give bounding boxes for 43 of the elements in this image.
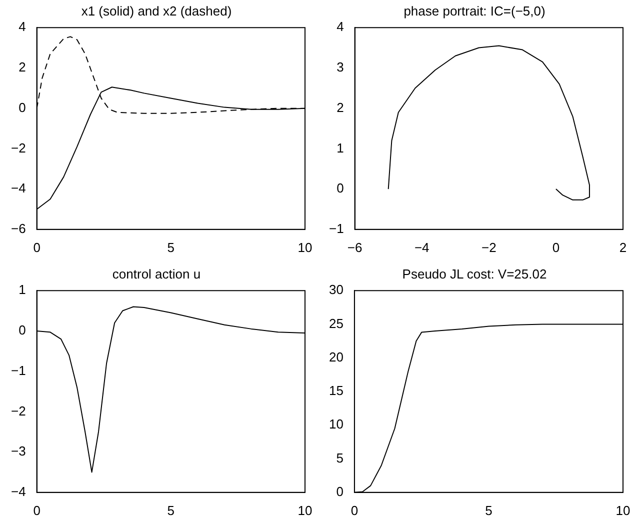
x-tick-label: 5 bbox=[485, 502, 492, 518]
x-tick-label: −2 bbox=[481, 240, 496, 255]
x-tick-label: 0 bbox=[350, 502, 358, 518]
y-tick-label: 4 bbox=[336, 19, 344, 34]
y-tick-label: −4 bbox=[10, 484, 26, 499]
y-tick-label: −1 bbox=[10, 362, 26, 378]
x-tick-label: 0 bbox=[552, 240, 560, 255]
x-tick-label: 5 bbox=[167, 240, 175, 255]
y-tick-label: 0 bbox=[336, 484, 344, 499]
y-tick-label: 1 bbox=[18, 282, 26, 298]
x-tick-label: −4 bbox=[414, 240, 430, 255]
y-tick-label: 20 bbox=[328, 349, 344, 364]
y-tick-label: 0 bbox=[18, 100, 26, 115]
y-tick-label: 1 bbox=[336, 140, 344, 156]
x-tick-label: 2 bbox=[619, 240, 627, 255]
y-tick-label: 4 bbox=[18, 19, 26, 34]
chart-title: phase portrait: IC=(−5,0) bbox=[404, 3, 546, 18]
chart-title: Pseudo JL cost: V=25.02 bbox=[402, 266, 547, 282]
x-tick-label: 10 bbox=[616, 502, 630, 518]
x-tick-label: 5 bbox=[167, 502, 175, 518]
x-tick-label: −6 bbox=[347, 240, 362, 255]
chart-title: control action u bbox=[112, 266, 201, 282]
y-tick-label: 0 bbox=[18, 322, 26, 338]
y-tick-label: 3 bbox=[336, 60, 344, 75]
y-tick-label: −1 bbox=[328, 220, 344, 236]
y-tick-label: 30 bbox=[328, 282, 344, 298]
y-tick-label: 25 bbox=[328, 316, 344, 331]
y-tick-label: 15 bbox=[328, 383, 344, 398]
y-tick-label: −3 bbox=[10, 444, 26, 459]
y-tick-label: −6 bbox=[10, 220, 26, 236]
y-tick-label: 5 bbox=[336, 450, 344, 466]
y-tick-label: 2 bbox=[336, 100, 344, 115]
y-tick-label: 0 bbox=[336, 180, 344, 196]
y-tick-label: −2 bbox=[10, 140, 26, 156]
x-tick-label: 10 bbox=[298, 502, 312, 518]
y-tick-label: 2 bbox=[18, 60, 26, 75]
x-tick-label: 0 bbox=[33, 240, 40, 255]
y-tick-label: −4 bbox=[10, 180, 26, 196]
x-tick-label: 0 bbox=[33, 502, 40, 518]
y-tick-label: 10 bbox=[328, 416, 344, 432]
x-tick-label: 10 bbox=[298, 240, 312, 255]
y-tick-label: −2 bbox=[10, 403, 26, 418]
chart-title: x1 (solid) and x2 (dashed) bbox=[81, 3, 232, 18]
